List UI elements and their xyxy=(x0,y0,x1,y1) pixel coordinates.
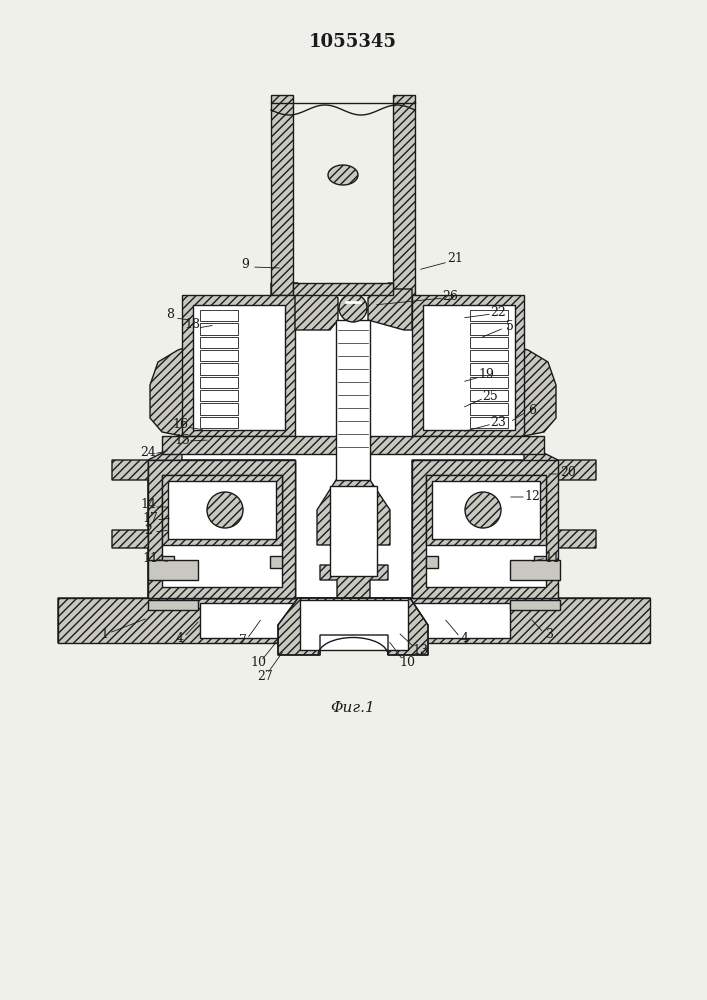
Polygon shape xyxy=(295,289,338,330)
Bar xyxy=(426,475,546,587)
Polygon shape xyxy=(162,436,544,454)
Text: 26: 26 xyxy=(442,290,458,302)
Bar xyxy=(200,417,238,428)
Text: 11: 11 xyxy=(142,552,158,564)
Bar xyxy=(271,95,293,295)
Bar xyxy=(534,556,546,568)
Polygon shape xyxy=(148,460,295,598)
Bar xyxy=(162,475,282,587)
Bar xyxy=(336,320,370,480)
Bar xyxy=(330,486,377,576)
Text: 27: 27 xyxy=(257,670,273,682)
Bar xyxy=(200,377,238,388)
Ellipse shape xyxy=(328,165,358,185)
Bar xyxy=(510,600,560,610)
Bar xyxy=(200,310,238,321)
Polygon shape xyxy=(58,283,298,643)
Circle shape xyxy=(465,492,501,528)
Text: 1055345: 1055345 xyxy=(309,33,397,51)
Circle shape xyxy=(207,492,243,528)
Bar xyxy=(470,390,508,401)
Text: 16: 16 xyxy=(172,418,188,432)
Polygon shape xyxy=(412,295,524,436)
Text: 15: 15 xyxy=(174,434,190,446)
Text: 21: 21 xyxy=(447,251,463,264)
Bar xyxy=(200,603,510,638)
Text: 1: 1 xyxy=(100,629,108,642)
Text: 7: 7 xyxy=(239,634,247,647)
Bar xyxy=(293,283,393,295)
Bar xyxy=(470,403,508,415)
Bar xyxy=(168,481,276,539)
Bar xyxy=(470,363,508,375)
Bar xyxy=(470,310,508,321)
Polygon shape xyxy=(182,295,295,436)
Polygon shape xyxy=(368,289,412,330)
Bar xyxy=(393,95,415,295)
Text: 14: 14 xyxy=(140,498,156,512)
Text: 17: 17 xyxy=(142,512,158,524)
Text: 13: 13 xyxy=(412,644,428,656)
Bar xyxy=(510,560,560,580)
Bar xyxy=(200,390,238,401)
Text: 20: 20 xyxy=(560,466,576,480)
Text: 4: 4 xyxy=(176,632,184,645)
Bar xyxy=(200,403,238,415)
Bar xyxy=(148,560,198,580)
Text: 8: 8 xyxy=(166,308,174,322)
Text: 18: 18 xyxy=(184,318,200,332)
Bar xyxy=(270,556,282,568)
Text: 11: 11 xyxy=(544,552,560,564)
Text: 9: 9 xyxy=(241,258,249,271)
Bar xyxy=(162,556,174,568)
Polygon shape xyxy=(278,598,428,655)
Text: 12: 12 xyxy=(524,489,540,502)
Bar xyxy=(470,323,508,335)
Text: 22: 22 xyxy=(490,306,506,318)
Bar xyxy=(423,305,515,430)
Bar xyxy=(148,600,198,610)
Text: 3: 3 xyxy=(546,629,554,642)
Text: 10: 10 xyxy=(250,656,266,668)
Bar xyxy=(200,363,238,375)
Text: 5: 5 xyxy=(506,320,514,332)
Text: 4: 4 xyxy=(461,632,469,645)
Polygon shape xyxy=(412,460,558,598)
Text: 6: 6 xyxy=(528,403,536,416)
Bar xyxy=(470,377,508,388)
Bar xyxy=(200,350,238,361)
Bar xyxy=(470,350,508,361)
Text: 24: 24 xyxy=(140,446,156,460)
Bar xyxy=(426,556,438,568)
Circle shape xyxy=(339,294,367,322)
Bar xyxy=(200,323,238,335)
Polygon shape xyxy=(162,475,282,545)
Polygon shape xyxy=(317,480,390,598)
Bar xyxy=(193,305,285,430)
Text: 25: 25 xyxy=(482,389,498,402)
Bar xyxy=(148,460,295,598)
Text: 23: 23 xyxy=(490,416,506,428)
Polygon shape xyxy=(182,310,524,598)
Text: Φиг.1: Φиг.1 xyxy=(331,701,375,715)
Polygon shape xyxy=(426,475,546,545)
Bar xyxy=(470,417,508,428)
Bar xyxy=(148,460,295,598)
Bar xyxy=(470,337,508,348)
Bar xyxy=(200,337,238,348)
Text: 19: 19 xyxy=(478,368,494,381)
Polygon shape xyxy=(388,283,650,643)
Text: 10: 10 xyxy=(399,656,415,668)
Bar xyxy=(58,598,650,643)
Text: 2: 2 xyxy=(144,524,152,536)
Bar xyxy=(432,481,540,539)
Polygon shape xyxy=(300,600,408,650)
